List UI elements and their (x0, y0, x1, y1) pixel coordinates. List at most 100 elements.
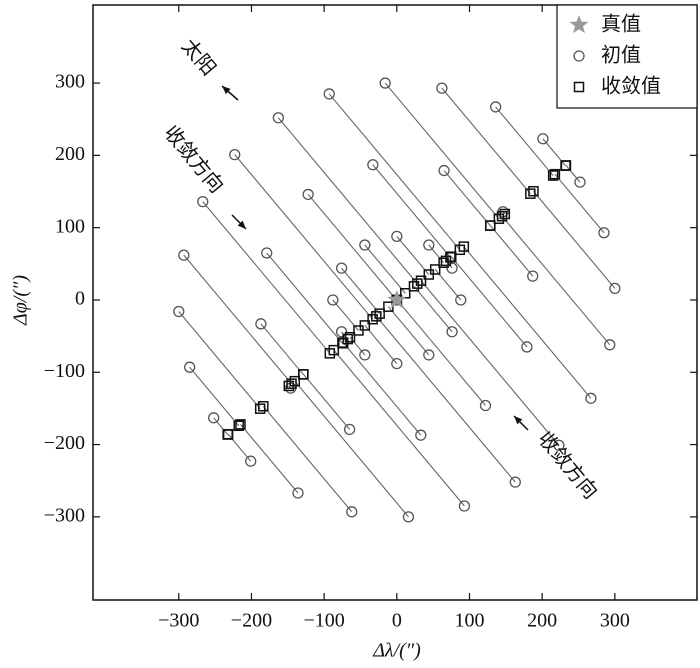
convergence-track (342, 342, 422, 436)
convergence-track (489, 225, 534, 277)
initial-point (598, 227, 610, 239)
convergence-track (183, 254, 292, 385)
converged-point (399, 287, 411, 299)
convergence-track (234, 154, 374, 320)
converged-point (547, 170, 559, 181)
converged-point (496, 211, 508, 222)
convergence-track (364, 325, 398, 364)
initial-point (415, 429, 427, 441)
converged-point (549, 168, 561, 180)
initial-point (272, 112, 284, 124)
y-tick-label: −300 (44, 504, 85, 526)
legend-label: 真值 (601, 12, 641, 36)
converged-point (222, 428, 234, 440)
initial-point (391, 230, 403, 242)
initial-point (184, 361, 196, 373)
initial-point (446, 326, 458, 338)
x-tick-label: −100 (303, 610, 344, 632)
annotation: 太阳 (177, 34, 221, 80)
legend-marker (569, 15, 589, 34)
initial-point (490, 101, 502, 113)
convergence-track (302, 373, 350, 430)
converged-point (458, 241, 470, 252)
converged-point (374, 308, 385, 319)
convergence-track (372, 164, 451, 258)
initial-point (527, 270, 539, 282)
x-tick-label: 300 (600, 610, 630, 632)
initial-point (423, 239, 435, 251)
converged-point (415, 275, 427, 286)
convergence-track (266, 252, 343, 344)
initial-point (346, 506, 358, 518)
convergence-track (178, 311, 261, 410)
convergence-track (202, 201, 331, 354)
converged-point (367, 313, 378, 325)
converged-point (298, 369, 309, 380)
converged-point (286, 378, 297, 389)
annotation: 收敛方向 (159, 121, 229, 198)
initial-point (379, 77, 391, 89)
converged-point (423, 269, 435, 280)
converged-point (359, 320, 371, 331)
legend-label: 收敛值 (601, 74, 661, 98)
convergence-track (495, 106, 554, 176)
converged-point (484, 220, 496, 231)
converged-point (438, 257, 449, 268)
converged-point (235, 419, 246, 430)
initial-point (255, 318, 267, 330)
convergence-track (277, 117, 418, 284)
initial-point (479, 399, 492, 412)
initial-point (446, 262, 458, 274)
converged-point (528, 185, 539, 197)
initial-point (391, 357, 403, 370)
convergence-track (384, 82, 500, 220)
converged-point (371, 311, 382, 322)
convergence-track (328, 93, 461, 251)
initial-point (436, 82, 448, 94)
y-tick-label: 0 (75, 288, 85, 310)
convergence-track (443, 170, 491, 227)
convergence-track (450, 256, 528, 348)
convergence-track (501, 215, 611, 346)
initial-point (173, 305, 185, 318)
initial-point (323, 88, 335, 100)
x-tick-label: 100 (455, 610, 485, 632)
initial-point (367, 159, 379, 171)
initial-point (455, 294, 467, 306)
initial-point (327, 294, 339, 306)
converged-point (258, 400, 269, 412)
converged-point (412, 278, 423, 289)
initial-point (197, 195, 209, 208)
initial-point (438, 164, 450, 177)
plot-frame (92, 4, 698, 601)
converged-point (254, 403, 266, 414)
initial-point (359, 239, 371, 251)
converged-point (408, 281, 420, 292)
arrow-head (514, 416, 523, 425)
convergence-track (420, 280, 560, 446)
y-tick-label: −100 (44, 360, 85, 382)
converged-point (344, 331, 356, 343)
initial-point (261, 247, 273, 259)
y-tick-label: 100 (55, 215, 85, 237)
initial-point (178, 249, 190, 261)
initial-point (208, 412, 220, 424)
initial-point (229, 149, 241, 161)
initial-point (574, 176, 586, 188)
x-tick-label: 200 (527, 610, 557, 632)
initial-point (604, 339, 616, 351)
y-tick-label: 200 (55, 143, 85, 165)
converged-point (440, 255, 452, 267)
convergence-track (463, 246, 592, 399)
initial-point (335, 262, 348, 274)
convergence-track (189, 366, 240, 427)
convergence-track (387, 306, 430, 356)
convergence-track (441, 87, 531, 195)
convergence-track (375, 315, 516, 483)
convergence-track (262, 405, 353, 513)
convergence-track (533, 190, 616, 289)
converged-point (342, 333, 353, 345)
y-tick-label: 300 (55, 71, 85, 93)
initial-point (585, 392, 597, 404)
convergence-track (341, 267, 381, 314)
